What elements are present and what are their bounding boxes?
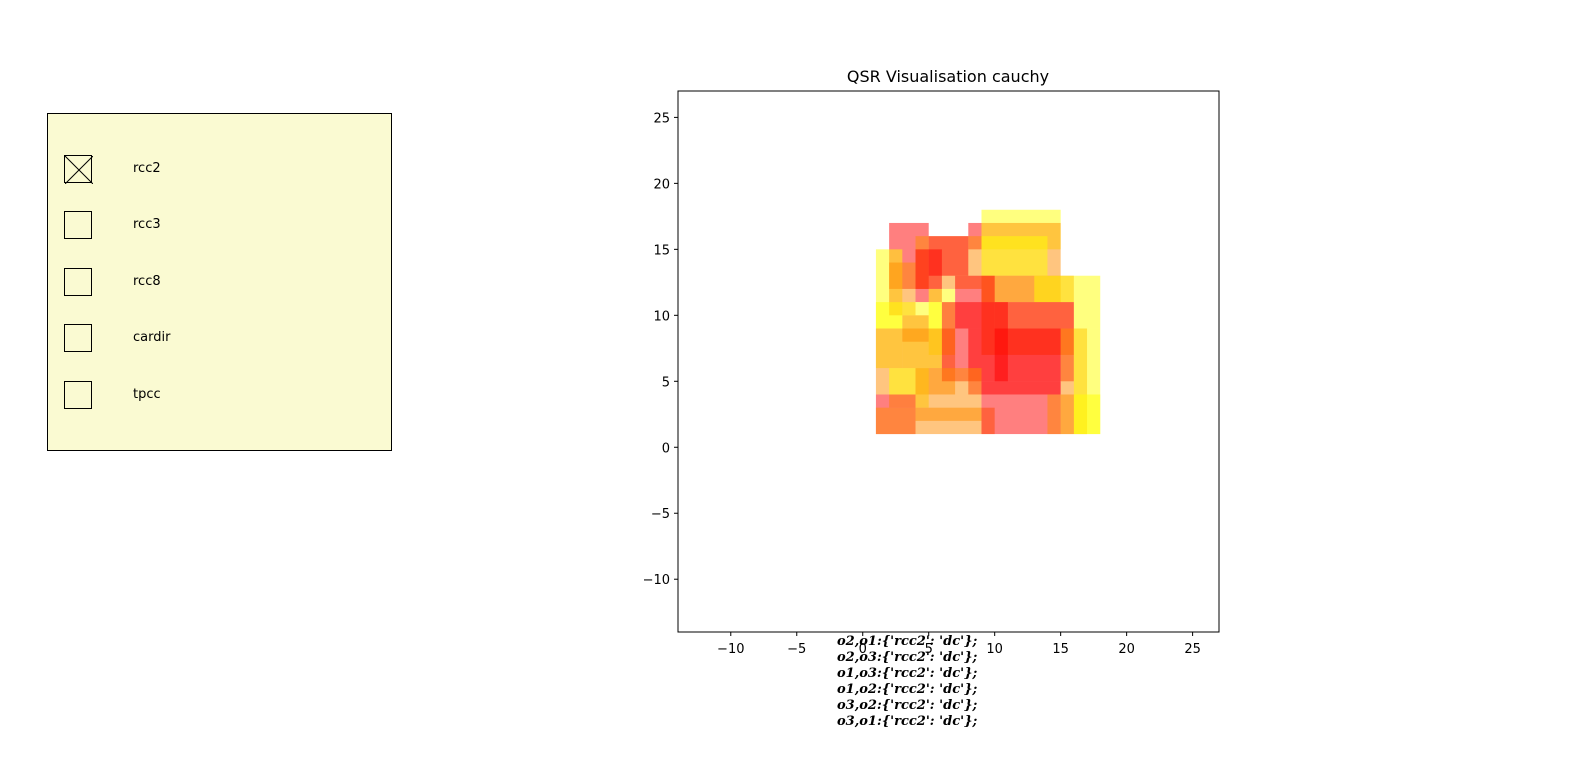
- x-tick-label: 5: [925, 642, 933, 657]
- region-rect-25: [1073, 394, 1101, 435]
- checkbox-box[interactable]: [64, 211, 92, 239]
- rect-layer: [875, 209, 1101, 435]
- tick-layer: −10 −5 0 5 10 15 20 25 −10 −5 0 5 10 15 20 25: [643, 111, 1201, 657]
- checkbox-box[interactable]: [64, 155, 93, 184]
- relation-annotation: o1,o2:{'rcc2': 'dc'};: [837, 682, 977, 697]
- y-tick-label: 5: [662, 375, 670, 390]
- checkbox-label: tpcc: [133, 387, 161, 402]
- plot-frame: [677, 90, 1220, 633]
- chart-title: QSR Visualisation cauchy: [847, 67, 1049, 86]
- y-tick-label: 25: [653, 111, 670, 126]
- region-rect-12: [1034, 275, 1074, 303]
- region-rect-31: [1047, 394, 1074, 435]
- y-tick-label: −5: [651, 507, 670, 522]
- relation-annotation: o3,o2:{'rcc2': 'dc'};: [837, 698, 977, 713]
- y-tick-label: 20: [653, 177, 670, 192]
- relation-annotation: o1,o3:{'rcc2': 'dc'};: [837, 666, 977, 681]
- y-tick-label: 10: [653, 309, 670, 324]
- region-rect-11: [1073, 275, 1101, 329]
- checkbox-label: cardir: [133, 330, 171, 345]
- x-tick-label: −5: [787, 642, 806, 657]
- region-rect-2: [981, 236, 1048, 276]
- y-tick-label: 15: [653, 243, 670, 258]
- relation-annotation: o2,o3:{'rcc2': 'dc'};: [837, 650, 977, 665]
- checkbox-box[interactable]: [64, 268, 92, 296]
- annotation-layer: o2,o1:{'rcc2': 'dc'};o2,o3:{'rcc2': 'dc'…: [837, 634, 977, 729]
- x-tick-label: 25: [1184, 642, 1201, 657]
- y-tick-label: 0: [662, 441, 670, 456]
- x-tick-label: 20: [1118, 642, 1135, 657]
- relation-annotation: o3,o1:{'rcc2': 'dc'};: [837, 714, 977, 729]
- checkbox-label: rcc8: [133, 274, 161, 289]
- checkbox-box[interactable]: [64, 324, 92, 352]
- checkbox-label: rcc3: [133, 217, 161, 232]
- check-cross-icon: [65, 156, 93, 184]
- checkbox-rcc3[interactable]: rcc3: [64, 211, 364, 241]
- checkbox-cardir[interactable]: cardir: [64, 324, 364, 354]
- region-rect-29: [875, 407, 995, 435]
- checkbox-tpcc[interactable]: tpcc: [64, 381, 364, 411]
- x-tick-label: 10: [986, 642, 1003, 657]
- relation-annotation: o2,o1:{'rcc2': 'dc'};: [837, 634, 977, 649]
- x-tick-label: 15: [1052, 642, 1069, 657]
- checkbox-rcc8[interactable]: rcc8: [64, 268, 364, 298]
- checkbox-label: rcc2: [133, 161, 161, 176]
- check-buttons-panel: rcc2 rcc3 rcc8 cardir tpcc: [47, 113, 392, 451]
- checkbox-rcc2[interactable]: rcc2: [64, 155, 364, 185]
- checkbox-box[interactable]: [64, 381, 92, 409]
- y-tick-label: −10: [643, 573, 670, 588]
- x-tick-label: −10: [717, 642, 744, 657]
- x-tick-label: 0: [859, 642, 867, 657]
